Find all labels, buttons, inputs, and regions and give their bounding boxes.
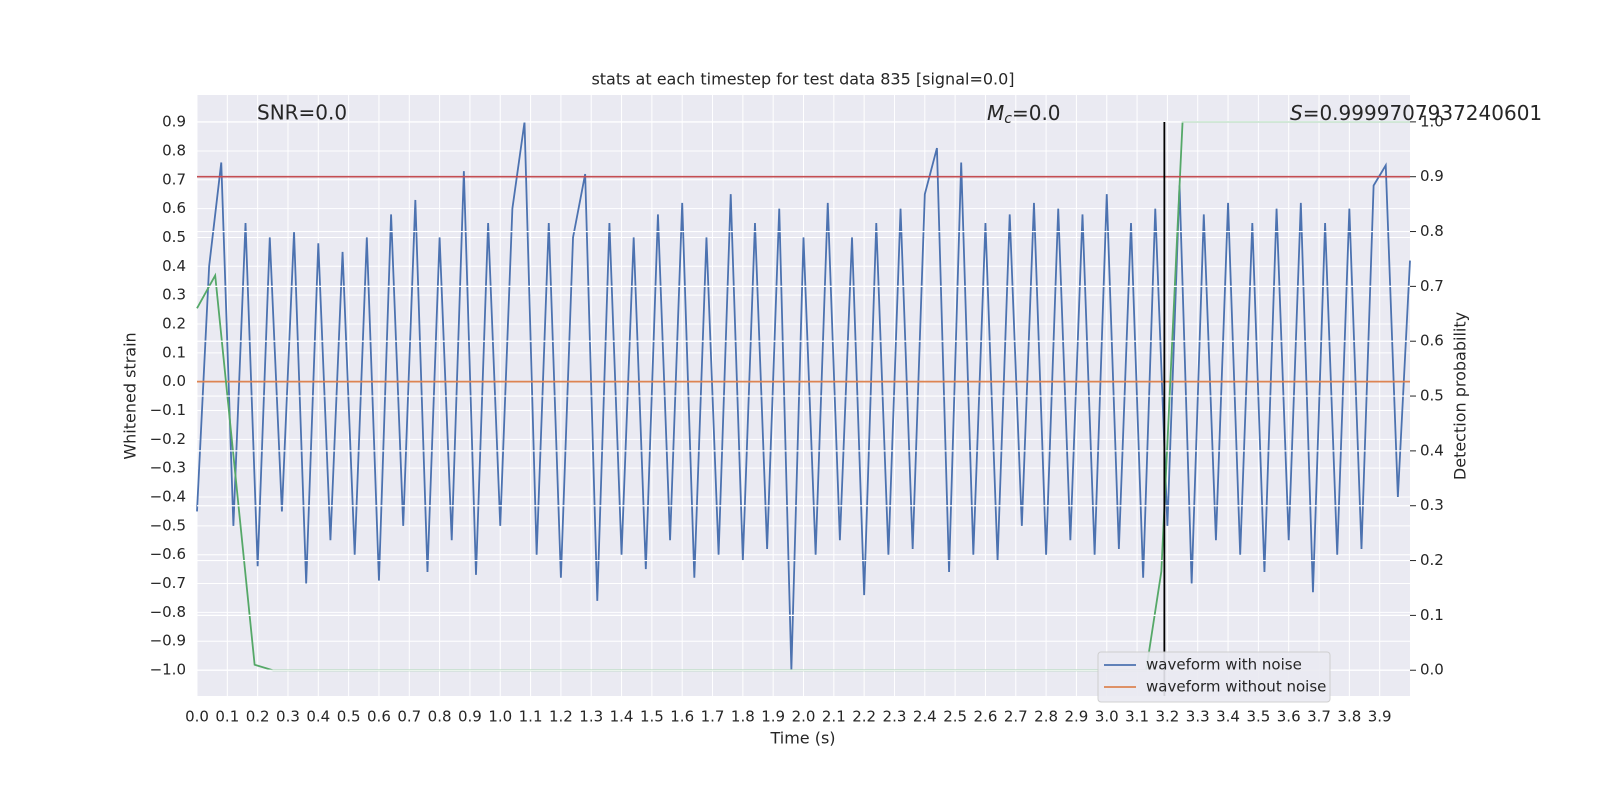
x-tick-label: 0.0 (185, 708, 209, 726)
y-tick-label: −0.1 (150, 401, 186, 419)
y-tick-label: 0.5 (162, 228, 186, 246)
x-tick-label: 2.9 (1064, 708, 1088, 726)
x-tick-label: 2.2 (852, 708, 876, 726)
y-tick-label: −0.8 (150, 603, 186, 621)
y-tick-label: 0.1 (162, 343, 186, 361)
annotation-symbol: S (1290, 101, 1303, 125)
x-tick-label: 0.6 (367, 708, 391, 726)
x-tick-label: 2.4 (913, 708, 937, 726)
x-tick-label: 1.8 (731, 708, 755, 726)
y2-tick-label: 0.0 (1420, 661, 1444, 679)
x-tick-label: 1.4 (610, 708, 634, 726)
y2-tick-label: 0.1 (1420, 606, 1444, 624)
x-tick-label: 3.0 (1095, 708, 1119, 726)
x-tick-label: 3.9 (1368, 708, 1392, 726)
x-tick-label: 2.8 (1034, 708, 1058, 726)
y2-tick-label: 0.3 (1420, 496, 1444, 514)
annotation-symbol: M (987, 101, 1004, 125)
x-tick-label: 1.5 (640, 708, 664, 726)
y-tick-label: 0.0 (162, 372, 186, 390)
x-tick-label: 0.1 (215, 708, 239, 726)
x-tick-label: 0.7 (397, 708, 421, 726)
y-tick-label: 0.9 (162, 113, 186, 131)
x-tick-label: 0.8 (428, 708, 452, 726)
annotation: Mc=0.0 (987, 101, 1061, 128)
x-tick-label: 3.6 (1277, 708, 1301, 726)
legend-box (1097, 651, 1331, 703)
chart-title: stats at each timestep for test data 835… (591, 70, 1014, 89)
annotation: S=0.9999707937240601 (1290, 101, 1542, 125)
x-tick-label: 1.2 (549, 708, 573, 726)
x-tick-label: 1.0 (488, 708, 512, 726)
y-tick-label: −0.2 (150, 430, 186, 448)
legend-label: waveform without noise (1146, 678, 1326, 696)
annotation-text: =0.0 (1012, 101, 1061, 125)
x-tick-label: 0.9 (458, 708, 482, 726)
x-tick-label: 2.6 (974, 708, 998, 726)
x-tick-label: 2.7 (1004, 708, 1028, 726)
y-tick-label: −0.9 (150, 632, 186, 650)
y2-tick-label: 1.0 (1420, 112, 1444, 130)
series-line (196, 121, 1411, 671)
x-tick-label: 1.9 (761, 708, 785, 726)
x-tick-label: 3.7 (1307, 708, 1331, 726)
y-tick-label: 0.7 (162, 170, 186, 188)
x-tick-label: 2.1 (822, 708, 846, 726)
y-tick-label: −0.5 (150, 516, 186, 534)
x-tick-label: 3.5 (1246, 708, 1270, 726)
x-tick-label: 2.5 (943, 708, 967, 726)
y2-axis-label: Detection probability (1451, 312, 1470, 480)
x-tick-label: 3.1 (1125, 708, 1149, 726)
y-tick-label: 0.4 (162, 257, 186, 275)
annotation-subscript: c (1004, 111, 1012, 127)
y2-tick-label: 0.5 (1420, 387, 1444, 405)
x-tick-label: 1.3 (579, 708, 603, 726)
y-tick-label: 0.2 (162, 314, 186, 332)
y-tick-label: 0.6 (162, 199, 186, 217)
x-tick-label: 2.0 (792, 708, 816, 726)
y-tick-label: −0.7 (150, 574, 186, 592)
x-tick-label: 0.4 (306, 708, 330, 726)
y2-tick-label: 0.2 (1420, 551, 1444, 569)
y2-tick-label: 0.8 (1420, 222, 1444, 240)
y-tick-label: −0.3 (150, 459, 186, 477)
x-tick-label: 3.3 (1186, 708, 1210, 726)
y-tick-label: 0.8 (162, 141, 186, 159)
x-axis-label: Time (s) (769, 729, 835, 748)
y2-tick-label: 0.7 (1420, 277, 1444, 295)
x-tick-label: 1.1 (519, 708, 543, 726)
x-tick-label: 3.4 (1216, 708, 1240, 726)
y-tick-label: −0.6 (150, 545, 186, 563)
y2-tick-label: 0.6 (1420, 332, 1444, 350)
x-tick-label: 3.2 (1155, 708, 1179, 726)
x-tick-label: 0.2 (246, 708, 270, 726)
x-tick-label: 1.6 (670, 708, 694, 726)
x-tick-label: 1.7 (701, 708, 725, 726)
annotation-text: =0.9999707937240601 (1303, 101, 1542, 125)
y-axis-label: Whitened strain (121, 332, 140, 459)
legend: waveform with noise waveform without nois… (1097, 651, 1331, 703)
y-tick-label: −1.0 (150, 661, 186, 679)
y2-tick-label: 0.9 (1420, 167, 1444, 185)
y2-tick-label: 0.4 (1420, 441, 1444, 459)
y-tick-label: 0.3 (162, 286, 186, 304)
x-tick-label: 0.3 (276, 708, 300, 726)
x-tick-label: 3.8 (1337, 708, 1361, 726)
y-tick-label: −0.4 (150, 488, 186, 506)
x-tick-label: 0.5 (337, 708, 361, 726)
x-tick-label: 2.3 (883, 708, 907, 726)
legend-label: waveform with noise (1146, 656, 1302, 674)
annotation: SNR=0.0 (257, 101, 347, 125)
